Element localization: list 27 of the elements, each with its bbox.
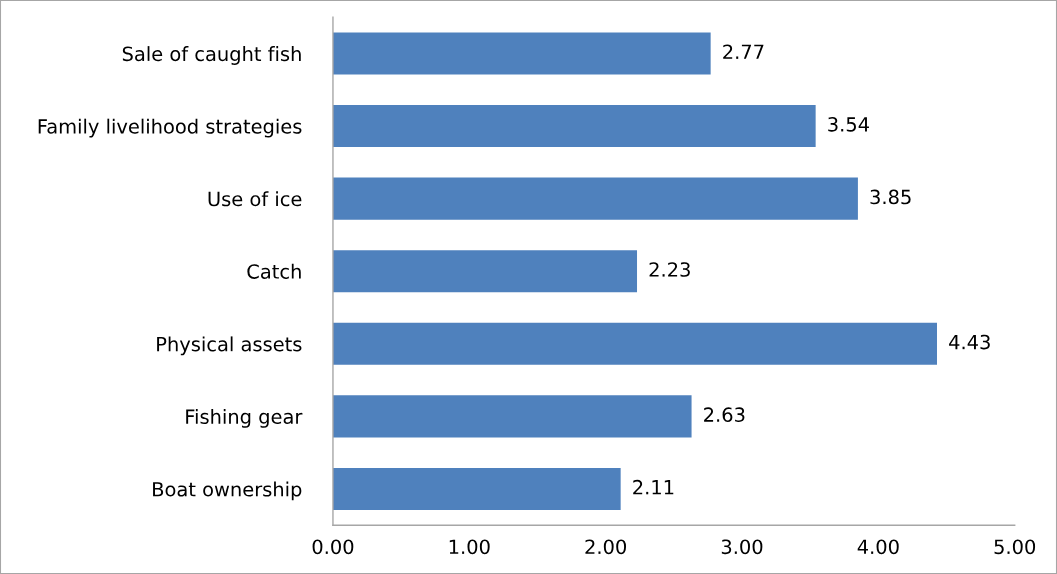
bar [332, 105, 816, 148]
x-tick-label: 2.00 [585, 539, 627, 555]
data-label: 4.43 [949, 334, 990, 350]
y-tick-label: Catch [247, 263, 301, 279]
y-tick-label: Boat ownership [153, 481, 302, 501]
data-label: 3.85 [870, 189, 911, 205]
data-label: 3.54 [828, 117, 869, 132]
x-tick-label: 3.00 [721, 539, 763, 555]
bar [332, 467, 621, 510]
bar [332, 395, 692, 438]
y-tick-label: Use of ice [208, 191, 302, 207]
y-tick-label: Physical assets [157, 336, 302, 356]
x-tick-label: 0.00 [312, 539, 354, 555]
bar [332, 250, 638, 293]
data-label: 2.63 [704, 407, 745, 422]
data-label: 2.11 [633, 479, 674, 495]
bar [332, 32, 711, 75]
y-tick-label: Family livelihood strategies [38, 118, 302, 138]
x-tick-label: 1.00 [449, 539, 490, 555]
data-label: 2.77 [723, 44, 764, 59]
data-label: 2.23 [649, 262, 690, 277]
x-tick-label: 5.00 [994, 539, 1036, 555]
bar [332, 322, 937, 365]
y-tick-label: Sale of caught fish [122, 46, 301, 65]
y-tick-label: Fishing gear [186, 408, 303, 428]
bar [332, 177, 858, 220]
x-tick-label: 4.00 [857, 539, 899, 555]
